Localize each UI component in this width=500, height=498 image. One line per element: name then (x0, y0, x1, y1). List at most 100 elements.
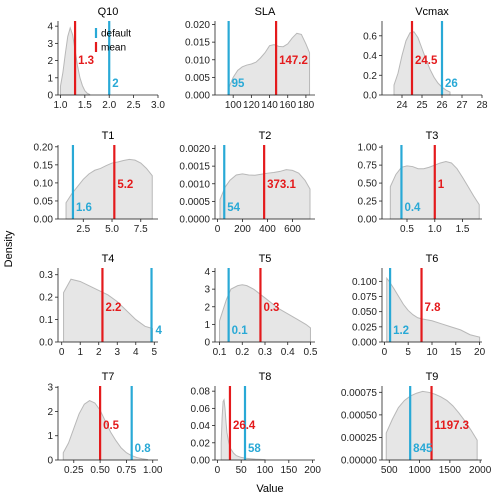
panel-q10: Q10 1.0 1.5 2.0 2.5 3.0 0 1 2 3 4 1.3 2 (47, 6, 165, 111)
x-tick-label: 2 (96, 347, 102, 358)
y-axis-title: Density (3, 230, 15, 267)
y-tick-label: 0.02 (191, 438, 211, 449)
x-tick-label: 10 (426, 347, 438, 358)
x-tick-label: 27 (456, 100, 468, 111)
mean-value-label: 5.2 (117, 179, 133, 191)
default-value-label: 1.2 (393, 325, 409, 337)
panel-vcmax: Vcmax 24 25 26 27 28 0.0 0.2 0.4 0.6 24.5 26 (363, 6, 488, 111)
x-tick-label: 2.5 (127, 100, 141, 111)
y-tick-label: 0.00050 (341, 410, 378, 421)
x-tick-label: 500 (381, 465, 398, 476)
y-tick-label: 3 (204, 285, 210, 296)
y-tick-label: 0.00 (34, 215, 54, 226)
y-tick-label: 0.0015 (179, 162, 210, 173)
x-tick-label: 0.5 (304, 347, 318, 358)
panel-title: Q10 (98, 6, 119, 18)
panel-title: T9 (426, 371, 439, 383)
density-area (219, 284, 311, 343)
panel-title: T5 (259, 253, 272, 265)
y-tick-label: 0.010 (185, 55, 210, 66)
y-tick-label: 0.020 (185, 20, 210, 31)
x-tick-label: 24 (396, 100, 408, 111)
y-tick-label: 0.06 (191, 404, 211, 415)
panel-title: Vcmax (415, 6, 449, 18)
default-value-label: 54 (227, 202, 240, 214)
y-tick-label: 0.000 (352, 338, 377, 349)
x-tick-label: 200 (304, 465, 321, 476)
panel-t9: T9 500 1000 1500 2000 0.00000 0.00025 0.00050 0.… (341, 371, 492, 476)
x-tick-label: 0.75 (117, 465, 137, 476)
x-tick-label: 150 (280, 465, 297, 476)
x-tick-label: 120 (243, 100, 260, 111)
y-tick-label: 0.50 (358, 179, 378, 190)
default-value-label: 0.8 (135, 443, 152, 455)
x-tick-label: 2000 (469, 465, 492, 476)
panel-t8: T8 0 50 100 150 200 0.00 0.02 0.04 0.06 0.08 26.4 58 (191, 371, 322, 476)
density-area (65, 158, 153, 220)
y-tick-label: 0.25 (358, 197, 378, 208)
x-tick-label: 0.1 (213, 347, 227, 358)
x-tick-label: 100 (225, 100, 242, 111)
default-value-label: 95 (232, 78, 245, 90)
mean-value-label: 147.2 (279, 55, 308, 67)
density-area (393, 31, 451, 96)
y-tick-label: 0.005 (185, 73, 210, 84)
x-tick-label: 0 (59, 347, 65, 358)
y-tick-label: 0.0005 (179, 197, 210, 208)
y-tick-label: 0.4 (363, 51, 377, 62)
y-tick-label: 0.05 (34, 196, 54, 207)
panel-title: T3 (426, 130, 439, 142)
mean-value-label: 373.1 (267, 179, 296, 191)
panel-title: T8 (259, 371, 272, 383)
y-tick-label: 0.100 (352, 277, 377, 288)
x-tick-label: 0.4 (281, 347, 295, 358)
y-tick-label: 0.0 (39, 338, 53, 349)
mean-value-label: 0.5 (103, 420, 120, 432)
y-tick-label: 0.1 (39, 315, 53, 326)
mean-value-label: 1.3 (78, 55, 94, 67)
y-tick-label: 0.0020 (179, 144, 210, 155)
y-tick-label: 0 (204, 338, 210, 349)
y-tick-label: 0.0000 (179, 215, 210, 226)
y-tick-label: 0.00075 (341, 388, 378, 399)
x-tick-label: 4 (133, 347, 139, 358)
panel-sla: SLA 100 120 140 160 180 0.000 0.005 0.010 0.015 0.… (185, 6, 315, 111)
y-tick-label: 0.0010 (179, 179, 210, 190)
x-axis-title: Value (256, 483, 283, 495)
density-area (62, 399, 148, 461)
x-tick-label: 15 (450, 347, 462, 358)
default-value-label: 0.4 (404, 202, 421, 214)
y-tick-label: 0.2 (39, 293, 53, 304)
x-tick-label: 7.5 (134, 224, 148, 235)
density-area (386, 276, 481, 343)
y-tick-label: 0.015 (185, 38, 210, 49)
y-tick-label: 3 (47, 383, 53, 394)
panel-t2: T2 0 200 400 600 0.0000 0.0005 0.0010 0.0015 0.00… (179, 130, 315, 235)
panel-t7: T7 0.25 0.50 0.75 1.00 0 1 2 3 0.5 0.8 (47, 371, 162, 476)
x-tick-label: 180 (298, 100, 315, 111)
x-tick-label: 160 (279, 100, 296, 111)
y-tick-label: 0 (47, 91, 53, 102)
y-tick-label: 0.20 (34, 142, 54, 153)
y-tick-label: 4 (204, 267, 210, 278)
x-tick-label: 1.0 (53, 100, 67, 111)
y-tick-label: 0.00 (191, 456, 211, 467)
y-tick-label: 1 (204, 320, 210, 331)
y-tick-label: 2 (204, 302, 210, 313)
density-area (228, 32, 311, 96)
panel-t4: T4 0 1 2 3 4 5 0.0 0.1 0.2 0.3 2.2 4 (39, 253, 162, 358)
x-tick-label: 0.25 (64, 465, 84, 476)
y-tick-label: 0.025 (352, 322, 377, 333)
x-tick-label: 600 (284, 224, 301, 235)
x-tick-label: 50 (236, 465, 248, 476)
x-tick-label: 0.2 (235, 347, 249, 358)
x-tick-label: 1.5 (78, 100, 92, 111)
y-tick-label: 0.0 (363, 91, 377, 102)
y-tick-label: 0 (47, 456, 53, 467)
panel-t3: T3 0.5 1.0 1.5 0.00 0.25 0.50 0.75 1.00 1 0.4 (358, 130, 482, 235)
panel-title: T2 (259, 130, 272, 142)
panel-title: T1 (102, 130, 115, 142)
x-tick-label: 5.0 (105, 224, 119, 235)
